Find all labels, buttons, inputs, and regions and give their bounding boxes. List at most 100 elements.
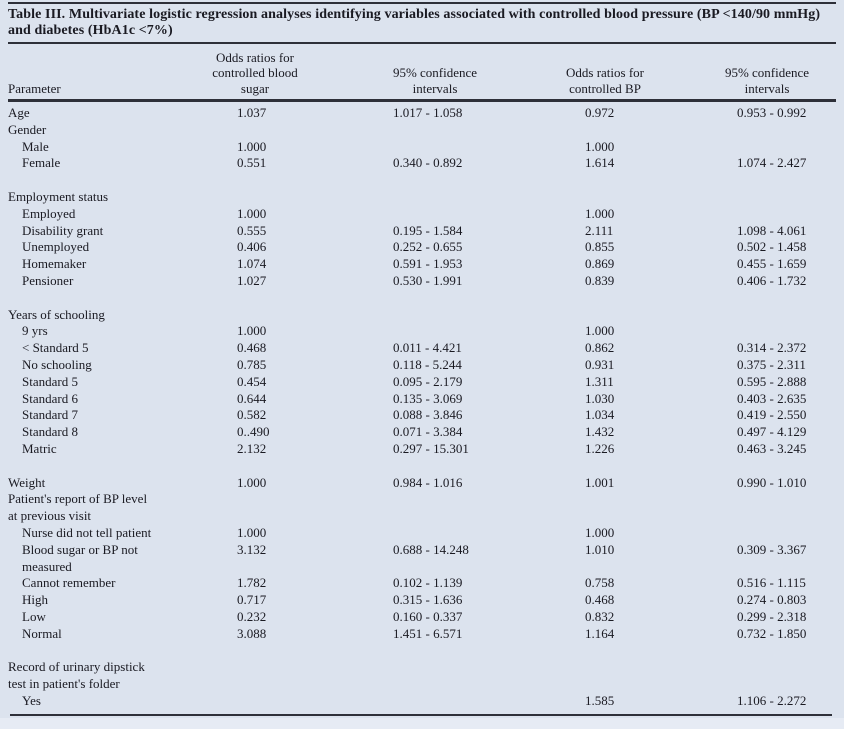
or-sugar-cell: 0.644 bbox=[237, 390, 267, 406]
table-row: Standard 6 0.644 0.135 - 3.069 1.030 0.403 -… bbox=[0, 391, 844, 408]
or-bp-cell: 1.034 bbox=[585, 407, 615, 423]
or-bp-cell bbox=[520, 508, 690, 525]
ci-bp-cell bbox=[690, 323, 844, 340]
table-row: 9 yrs 1.000 1.000 bbox=[0, 323, 844, 340]
title-rule bbox=[8, 42, 836, 44]
or-bp-cell: 0.839 bbox=[585, 272, 615, 288]
or-sugar-cell bbox=[160, 659, 350, 676]
table-row: Employed 1.000 1.000 bbox=[0, 206, 844, 223]
ci-sugar-cell bbox=[350, 139, 520, 156]
or-bp-cell: 0.855 bbox=[585, 239, 615, 255]
ci-bp-cell: 0.990 - 1.010 bbox=[737, 474, 807, 490]
param-cell: Weight bbox=[8, 474, 46, 490]
or-sugar-cell bbox=[160, 559, 350, 576]
ci-sugar-cell: 0.135 - 3.069 bbox=[393, 390, 463, 406]
ci-bp-cell bbox=[690, 189, 844, 206]
or-sugar-cell bbox=[160, 307, 350, 324]
or-bp-cell: 1.000 bbox=[585, 205, 615, 221]
spacer-row bbox=[0, 290, 844, 307]
or-bp-cell bbox=[520, 307, 690, 324]
or-sugar-cell: 1.000 bbox=[237, 474, 267, 490]
ci-bp-cell bbox=[690, 139, 844, 156]
table-row: High 0.717 0.315 - 1.636 0.468 0.274 - 0.803 bbox=[0, 592, 844, 609]
ci-bp-cell bbox=[690, 525, 844, 542]
table-row: Standard 5 0.454 0.095 - 2.179 1.311 0.595 -… bbox=[0, 374, 844, 391]
or-bp-cell bbox=[520, 676, 690, 693]
ci-sugar-cell bbox=[350, 491, 520, 508]
param-cell: test in patient's folder bbox=[8, 676, 120, 692]
ci-sugar-cell bbox=[350, 323, 520, 340]
or-sugar-cell: 0.468 bbox=[237, 340, 267, 356]
or-sugar-cell: 0.785 bbox=[237, 356, 267, 372]
or-sugar-cell: 0.406 bbox=[237, 239, 267, 255]
param-cell: Disability grant bbox=[22, 222, 104, 238]
ci-sugar-cell: 0.071 - 3.384 bbox=[393, 424, 463, 440]
table-row: measured bbox=[0, 559, 844, 576]
table-row: Cannot remember 1.782 0.102 - 1.139 0.758 0.… bbox=[0, 575, 844, 592]
or-bp-cell: 1.311 bbox=[585, 373, 614, 389]
table-row: Standard 7 0.582 0.088 - 3.846 1.034 0.419 -… bbox=[0, 407, 844, 424]
table-row: Pensioner 1.027 0.530 - 1.991 0.839 0.406 - … bbox=[0, 273, 844, 290]
ci-sugar-cell bbox=[350, 659, 520, 676]
table-row: Record of urinary dipstick bbox=[0, 659, 844, 676]
or-bp-cell: 1.614 bbox=[585, 155, 615, 171]
ci-bp-cell: 0.516 - 1.115 bbox=[737, 575, 806, 591]
ci-bp-cell: 0.309 - 3.367 bbox=[737, 541, 807, 557]
table-row: Blood sugar or BP not 3.132 0.688 - 14.248… bbox=[0, 542, 844, 559]
ci-bp-cell: 0.497 - 4.129 bbox=[737, 424, 807, 440]
ci-bp-cell: 0.953 - 0.992 bbox=[737, 105, 807, 120]
or-bp-cell: 1.432 bbox=[585, 424, 615, 440]
ci-bp-cell: 1.098 - 4.061 bbox=[737, 222, 807, 238]
table-row: at previous visit bbox=[0, 508, 844, 525]
param-cell: 9 yrs bbox=[22, 323, 48, 339]
table-row: < Standard 5 0.468 0.011 - 4.421 0.862 0.314… bbox=[0, 340, 844, 357]
col-header-ci-bp: 95% confidence intervals bbox=[724, 65, 810, 96]
table-row: Age 1.037 1.017 - 1.058 0.972 0.953 - 0.992 bbox=[0, 105, 844, 122]
ci-sugar-cell: 0.688 - 14.248 bbox=[393, 541, 469, 557]
col-header-or-sugar: Odds ratios for controlled blood sugar bbox=[212, 49, 298, 96]
ci-sugar-cell bbox=[350, 508, 520, 525]
param-cell: Standard 6 bbox=[22, 390, 78, 406]
ci-bp-cell: 0.299 - 2.318 bbox=[737, 608, 807, 624]
or-sugar-cell: 0.582 bbox=[237, 407, 267, 423]
table-row: Gender bbox=[0, 122, 844, 139]
or-sugar-cell: 1.000 bbox=[237, 138, 267, 154]
or-bp-cell: 1.001 bbox=[585, 474, 615, 490]
ci-sugar-cell: 0.102 - 1.139 bbox=[393, 575, 463, 591]
param-cell: Homemaker bbox=[22, 256, 87, 272]
ci-bp-cell: 0.463 - 3.245 bbox=[737, 440, 807, 456]
ci-sugar-cell: 0.315 - 1.636 bbox=[393, 592, 463, 608]
table-title: Table III. Multivariate logistic regress… bbox=[8, 7, 821, 38]
param-cell: < Standard 5 bbox=[22, 340, 89, 356]
or-sugar-cell: 1.000 bbox=[237, 205, 267, 221]
or-bp-cell: 1.010 bbox=[585, 541, 615, 557]
or-bp-cell: 1.164 bbox=[585, 625, 615, 641]
or-bp-cell bbox=[520, 189, 690, 206]
ci-bp-cell bbox=[690, 307, 844, 324]
spacer-row bbox=[0, 172, 844, 189]
or-bp-cell bbox=[520, 659, 690, 676]
param-cell: No schooling bbox=[22, 356, 92, 372]
or-sugar-cell bbox=[160, 491, 350, 508]
table-row: Yes 1.585 1.106 - 2.272 bbox=[0, 693, 844, 710]
param-cell: Age bbox=[8, 105, 30, 120]
top-rule bbox=[8, 2, 836, 4]
param-cell: Gender bbox=[8, 121, 47, 137]
or-bp-cell: 1.226 bbox=[585, 440, 615, 456]
or-bp-cell: 0.869 bbox=[585, 256, 615, 272]
or-sugar-cell bbox=[160, 676, 350, 693]
ci-sugar-cell: 1.017 - 1.058 bbox=[393, 105, 463, 120]
ci-sugar-cell: 0.011 - 4.421 bbox=[393, 340, 462, 356]
ci-bp-cell bbox=[690, 122, 844, 139]
ci-sugar-cell: 0.195 - 1.584 bbox=[393, 222, 463, 238]
ci-sugar-cell: 0.591 - 1.953 bbox=[393, 256, 463, 272]
or-bp-cell: 1.000 bbox=[585, 524, 615, 540]
header-rule bbox=[8, 99, 836, 102]
or-sugar-cell: 0.232 bbox=[237, 608, 267, 624]
param-cell: Employment status bbox=[8, 188, 109, 204]
or-sugar-cell: 1.027 bbox=[237, 272, 267, 288]
spacer-row bbox=[0, 643, 844, 660]
or-sugar-cell bbox=[160, 122, 350, 139]
table-row: Normal 3.088 1.451 - 6.571 1.164 0.732 - 1.8… bbox=[0, 626, 844, 643]
